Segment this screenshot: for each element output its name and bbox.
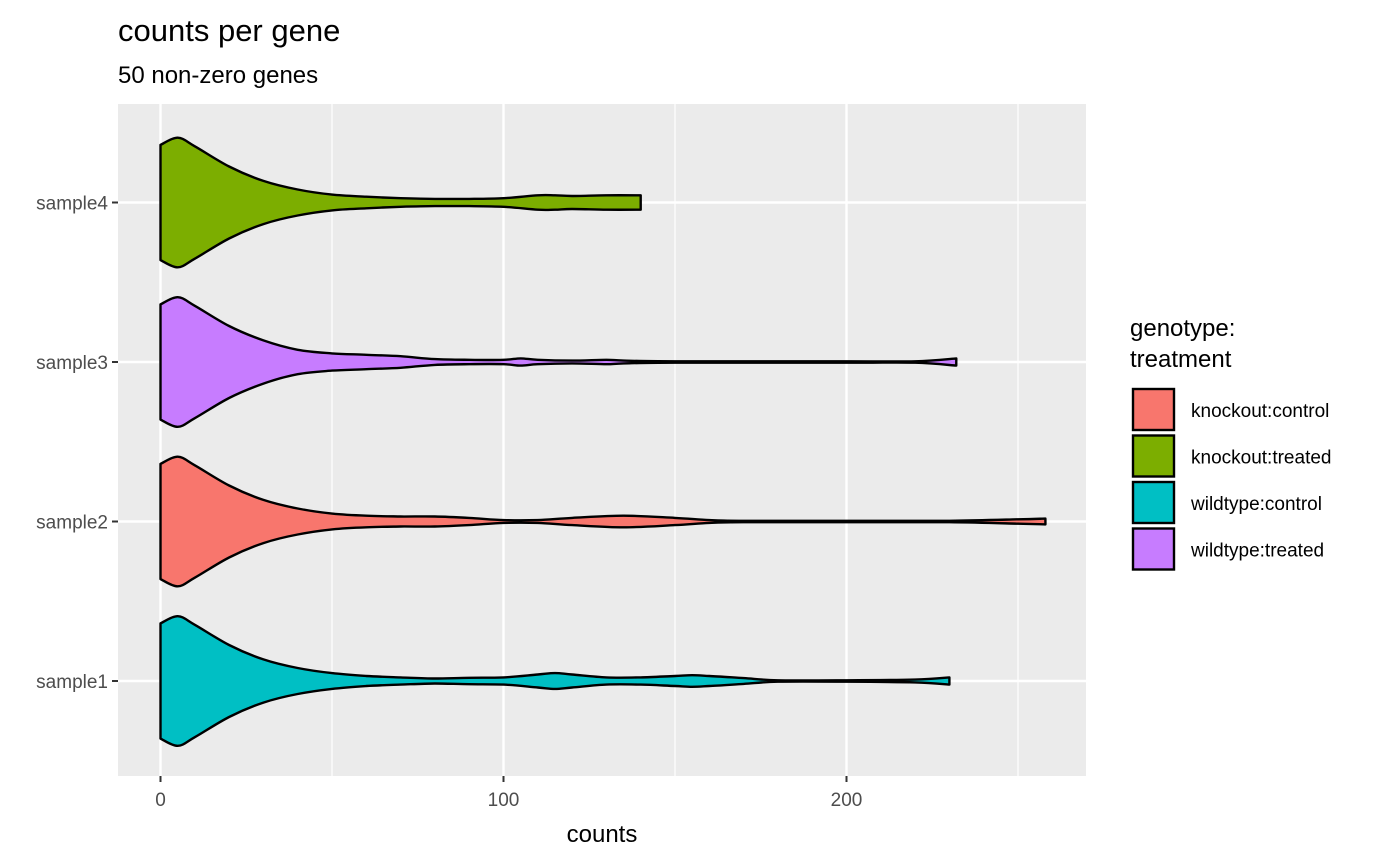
legend-label-wildtype:control: wildtype:control [1190, 494, 1322, 515]
legend-items: knockout:control knockout:treated wildtype… [1131, 387, 1331, 571]
x-tick-label: 100 [488, 790, 520, 811]
legend: genotype: treatment knockout:controlknoc… [1130, 315, 1331, 571]
legend-key-knockout:treated [1131, 434, 1176, 478]
legend-title-line2: treatment [1130, 346, 1232, 373]
legend-key-wildtype:control [1131, 480, 1176, 525]
violins [159, 136, 1047, 747]
legend-title-line1: genotype: [1130, 315, 1235, 342]
y-tick-label-sample1: sample1 [36, 672, 108, 693]
chart-subtitle: 50 non-zero genes [118, 62, 318, 89]
grid-minor [331, 104, 1019, 776]
y-tick-label-sample3: sample3 [36, 353, 108, 374]
violin-sample4 [159, 136, 642, 269]
legend-key-knockout:control [1131, 387, 1176, 432]
x-tick-label: 0 [155, 790, 166, 811]
x-axis: 0 100 200 [155, 776, 862, 811]
x-tick-label: 200 [831, 790, 863, 811]
y-tick-label-sample2: sample2 [36, 513, 108, 534]
legend-label-knockout:control: knockout:control [1191, 401, 1329, 422]
y-tick-label-sample4: sample4 [36, 194, 108, 215]
violin-sample2 [159, 455, 1047, 588]
legend-label-knockout:treated: knockout:treated [1191, 448, 1331, 469]
violin-sample1 [159, 615, 951, 747]
chart-title: counts per gene [118, 13, 340, 48]
legend-label-wildtype:treated: wildtype:treated [1190, 541, 1324, 562]
violin-sample3 [159, 296, 958, 428]
y-axis: sample1 sample2 sample3 sample4 [36, 194, 118, 693]
legend-key-wildtype:treated [1131, 527, 1176, 571]
x-axis-title: counts [567, 821, 638, 848]
